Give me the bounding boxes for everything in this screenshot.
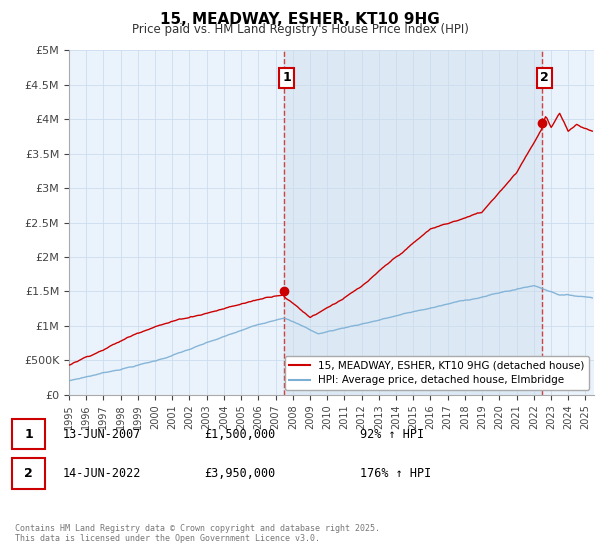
Text: 2: 2: [540, 72, 548, 85]
Text: 92% ↑ HPI: 92% ↑ HPI: [360, 427, 424, 441]
Text: 1: 1: [283, 72, 291, 85]
Text: 1: 1: [24, 427, 33, 441]
Text: 14-JUN-2022: 14-JUN-2022: [63, 466, 142, 480]
Text: 15, MEADWAY, ESHER, KT10 9HG: 15, MEADWAY, ESHER, KT10 9HG: [160, 12, 440, 27]
Text: £3,950,000: £3,950,000: [204, 466, 275, 480]
Legend: 15, MEADWAY, ESHER, KT10 9HG (detached house), HPI: Average price, detached hous: 15, MEADWAY, ESHER, KT10 9HG (detached h…: [285, 356, 589, 390]
Text: Contains HM Land Registry data © Crown copyright and database right 2025.
This d: Contains HM Land Registry data © Crown c…: [15, 524, 380, 543]
Bar: [284, 50, 542, 395]
Text: £1,500,000: £1,500,000: [204, 427, 275, 441]
Text: 13-JUN-2007: 13-JUN-2007: [63, 427, 142, 441]
Text: 2: 2: [24, 466, 33, 480]
Text: Price paid vs. HM Land Registry's House Price Index (HPI): Price paid vs. HM Land Registry's House …: [131, 22, 469, 36]
Text: 176% ↑ HPI: 176% ↑ HPI: [360, 466, 431, 480]
